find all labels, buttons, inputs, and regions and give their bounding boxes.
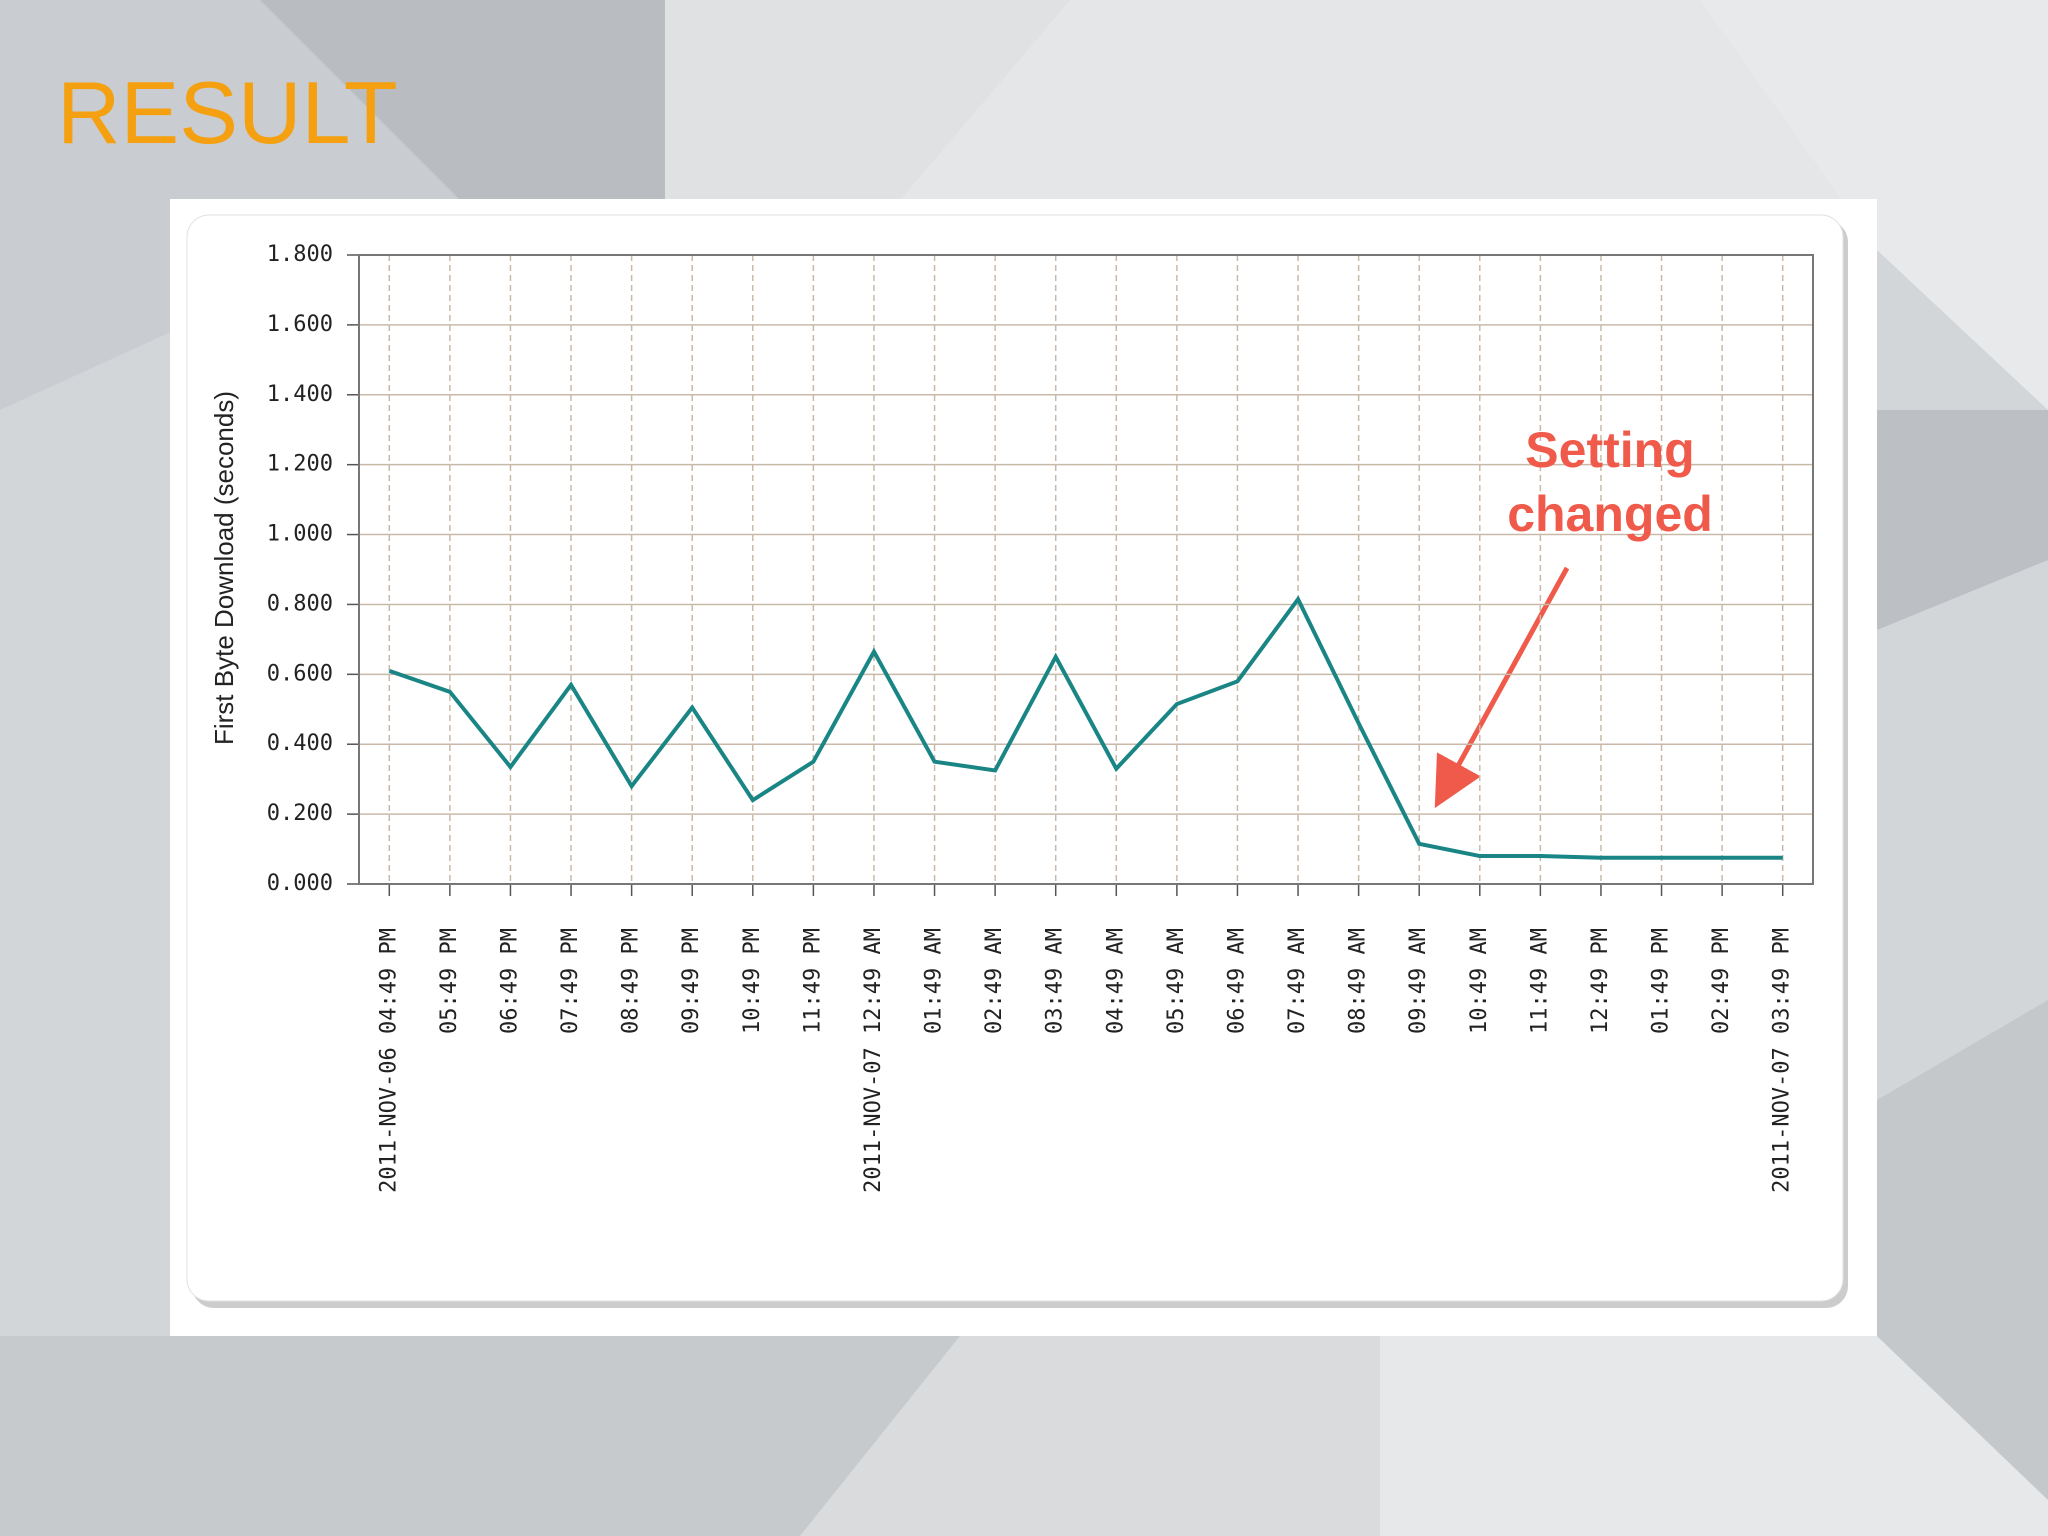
x-tick-label: 05:49 AM <box>1164 928 1189 1034</box>
y-tick-label: 1.600 <box>267 312 333 337</box>
slide-title: RESULT <box>57 63 398 162</box>
plot-frame <box>358 254 1814 885</box>
y-tick-label: 1.400 <box>267 382 333 407</box>
x-tick-label: 06:49 PM <box>497 928 522 1034</box>
x-tick-label: 08:49 PM <box>619 928 644 1034</box>
x-tick-label: 2011-NOV-07 03:49 PM <box>1770 928 1795 1193</box>
y-tick-label: 1.000 <box>267 522 333 547</box>
x-tick-label: 04:49 AM <box>1103 928 1128 1034</box>
chart-card <box>186 214 1844 1302</box>
x-tick-label: 02:49 PM <box>1709 928 1734 1034</box>
y-tick-label: 0.000 <box>267 871 333 896</box>
annotation: Setting changed <box>1507 422 1713 542</box>
x-tick-label: 2011-NOV-07 12:49 AM <box>861 928 886 1193</box>
x-tick-label: 12:49 PM <box>1588 928 1613 1034</box>
y-tick-label: 1.200 <box>267 452 333 477</box>
line-series <box>388 595 1783 860</box>
x-tick-label: 01:49 PM <box>1649 928 1674 1034</box>
x-tick-label: 09:49 PM <box>679 928 704 1034</box>
x-tick-label: 2011-NOV-06 04:49 PM <box>376 928 401 1193</box>
y-tick-label: 0.600 <box>267 661 333 686</box>
x-tick-label: 09:49 AM <box>1406 928 1431 1034</box>
x-tick-label: 03:49 AM <box>1043 928 1068 1034</box>
x-tick-label: 02:49 AM <box>982 928 1007 1034</box>
x-tick-label: 10:49 PM <box>740 928 765 1034</box>
annotation-arrow <box>1434 566 1570 809</box>
x-tick-label: 05:49 PM <box>437 928 462 1034</box>
y-axis-label: First Byte Download (seconds) <box>209 391 239 745</box>
y-tick-label: 1.800 <box>267 242 333 267</box>
y-tick-label: 0.800 <box>267 591 333 616</box>
x-tick-label: 11:49 AM <box>1527 928 1552 1034</box>
x-tick-label: 11:49 PM <box>800 928 825 1034</box>
x-tick-label: 07:49 PM <box>558 928 583 1034</box>
x-tick-label: 07:49 AM <box>1285 928 1310 1034</box>
x-tick-label: 10:49 AM <box>1467 928 1492 1034</box>
x-tick-label: 08:49 AM <box>1346 928 1371 1034</box>
y-tick-label: 0.400 <box>267 731 333 756</box>
x-tick-label: 06:49 AM <box>1224 928 1249 1034</box>
x-tick-label: 01:49 AM <box>922 928 947 1034</box>
y-tick-label: 0.200 <box>267 801 333 826</box>
